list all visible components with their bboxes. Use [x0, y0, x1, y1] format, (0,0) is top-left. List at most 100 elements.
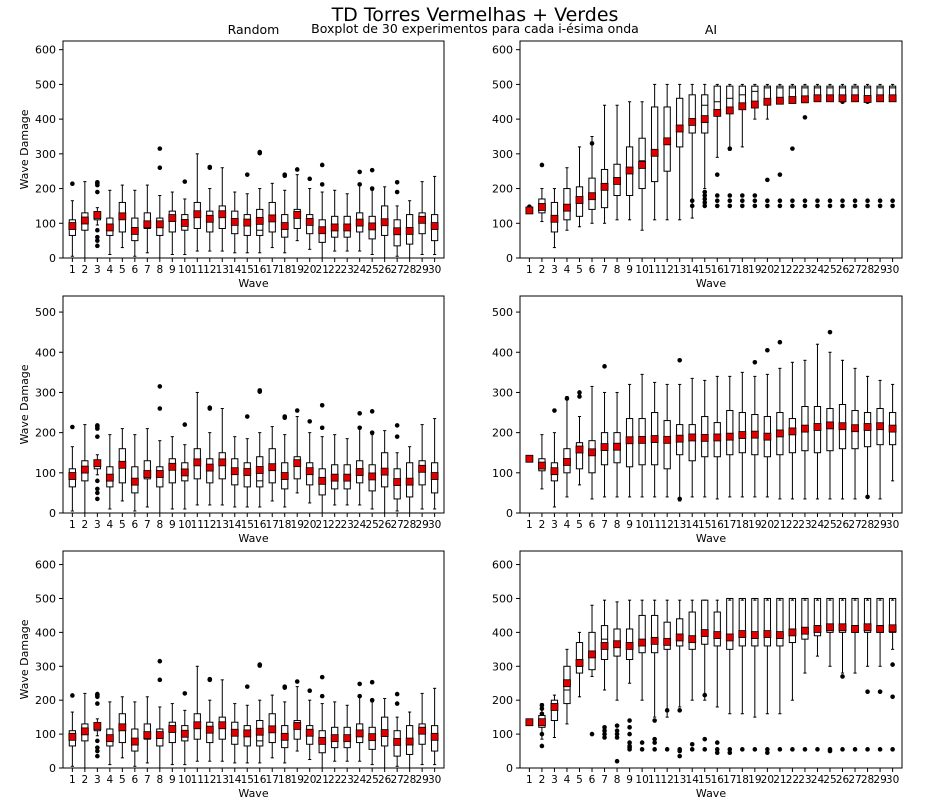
box-wave-22 [788, 597, 797, 752]
mean-marker [588, 448, 596, 457]
mean-marker [405, 477, 414, 486]
outlier-point [394, 691, 400, 697]
mean-marker [613, 640, 621, 649]
x-tick-label: 5 [576, 774, 583, 786]
outlier-point [777, 747, 783, 752]
outlier-point [714, 747, 720, 752]
mean-marker [168, 214, 177, 222]
box-wave-15 [243, 172, 252, 254]
x-tick-label: 13 [216, 264, 229, 276]
outlier-point [95, 243, 100, 249]
mean-marker [368, 733, 377, 742]
box-wave-2 [80, 424, 89, 514]
outlier-point [182, 691, 188, 696]
x-tick-label: 12 [203, 519, 216, 531]
outlier-point [539, 706, 545, 711]
box-wave-28 [405, 200, 414, 259]
x-tick-label: 16 [711, 519, 725, 531]
outlier-point [95, 701, 100, 706]
mean-marker [380, 467, 389, 476]
subplot-title: AI [705, 22, 717, 37]
outlier-point [740, 747, 745, 752]
outlier-point [740, 198, 745, 204]
box-iqr [293, 456, 301, 480]
y-tick-label: 300 [35, 148, 56, 161]
outlier-point [664, 708, 670, 713]
outlier-point [865, 689, 870, 695]
x-tick-label: 20 [303, 264, 316, 276]
mean-marker [888, 94, 897, 103]
mean-marker [763, 630, 772, 638]
y-tick-label: 100 [35, 217, 56, 230]
box-wave-24 [813, 597, 822, 752]
mean-marker [625, 642, 634, 650]
x-tick-label: 29 [873, 519, 886, 531]
mean-marker [318, 226, 327, 235]
x-tick-label: 11 [191, 519, 204, 531]
x-tick-label: 22 [786, 774, 799, 786]
mean-marker [663, 435, 672, 444]
box-wave-4 [105, 701, 114, 766]
box-iqr [168, 458, 176, 484]
mean-marker [775, 631, 784, 639]
outlier-point [307, 419, 313, 424]
outlier-point [95, 234, 100, 240]
x-axis-label: Wave [696, 787, 726, 800]
mean-marker [430, 472, 439, 480]
x-tick-label: 27 [390, 774, 403, 786]
box-wave-3 [93, 423, 102, 502]
x-tick-label: 9 [626, 264, 633, 276]
outlier-point [95, 490, 100, 496]
box-wave-3 [550, 188, 559, 249]
mean-marker [700, 115, 709, 124]
mean-marker [625, 436, 634, 445]
outlier-point [840, 198, 845, 204]
mean-marker [775, 429, 784, 438]
mean-marker [230, 217, 239, 226]
outlier-point [95, 423, 100, 428]
outlier-point [95, 691, 100, 697]
x-tick-label: 6 [131, 519, 138, 531]
x-tick-label: 27 [848, 774, 861, 786]
y-tick-label: 0 [49, 507, 56, 520]
mean-marker [538, 718, 546, 727]
x-tick-label: 3 [551, 264, 558, 276]
box-wave-8 [155, 146, 164, 259]
mean-marker [305, 467, 314, 476]
box-wave-20 [305, 419, 314, 504]
x-tick-label: 3 [94, 774, 101, 786]
mean-marker [876, 422, 884, 431]
box-wave-8 [613, 391, 621, 498]
box-wave-11 [650, 599, 659, 752]
box-iqr [763, 597, 771, 647]
x-tick-label: 2 [82, 519, 89, 531]
x-tick-label: 24 [811, 264, 825, 276]
box-iqr [826, 597, 834, 633]
outlier-point [552, 408, 557, 413]
outlier-point [752, 203, 758, 209]
box-wave-19 [750, 597, 759, 752]
x-tick-label: 26 [836, 774, 850, 786]
box-wave-23 [801, 83, 809, 209]
y-tick-label: 400 [492, 346, 513, 359]
mean-marker [293, 211, 302, 219]
outlier-point [765, 203, 770, 209]
box-wave-5 [118, 184, 127, 249]
outlier-point [357, 182, 362, 187]
x-tick-label: 19 [748, 264, 761, 276]
box-wave-15 [700, 599, 709, 752]
outlier-point [602, 735, 607, 740]
x-tick-label: 4 [107, 774, 114, 786]
x-tick-label: 21 [773, 264, 786, 276]
x-tick-label: 10 [178, 774, 191, 786]
x-tick-label: 18 [278, 264, 291, 276]
box-iqr [651, 106, 659, 183]
box-wave-9 [168, 436, 177, 510]
x-tick-label: 5 [119, 519, 126, 531]
box-wave-11 [650, 381, 659, 498]
x-tick-label: 27 [848, 264, 861, 276]
y-tick-label: 400 [35, 113, 56, 126]
x-tick-label: 18 [278, 519, 291, 531]
x-tick-label: 14 [228, 519, 242, 531]
